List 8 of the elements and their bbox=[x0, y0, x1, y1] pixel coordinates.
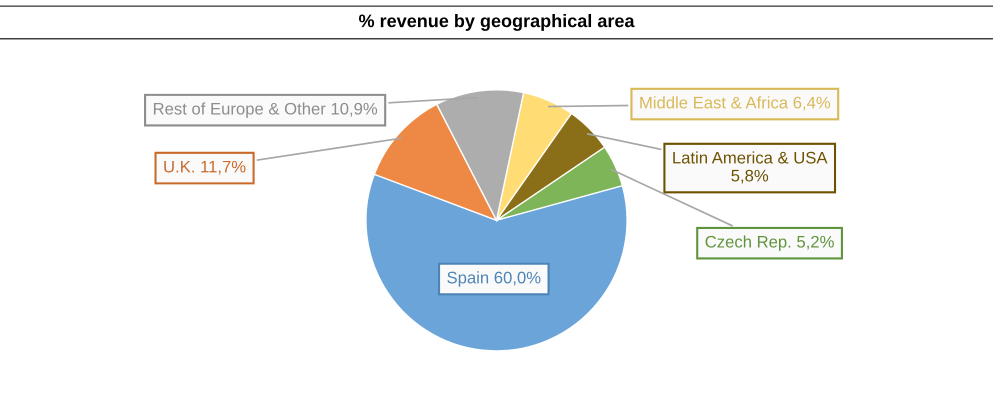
data-label: 5,8% bbox=[731, 170, 768, 184]
slice-label: Spain 60,0% bbox=[447, 271, 540, 287]
slice-label: Czech Rep. 5,2% bbox=[706, 235, 834, 251]
chart-title: % revenue by geographical area bbox=[358, 14, 635, 31]
slice-label: Rest of Europe & Other 10,9% bbox=[154, 102, 378, 118]
slice-label: Latin America & USA bbox=[673, 151, 828, 164]
slice-label: Middle East & Africa 6,4% bbox=[640, 96, 830, 110]
slice-label: U.K. 11,7% bbox=[164, 160, 246, 175]
